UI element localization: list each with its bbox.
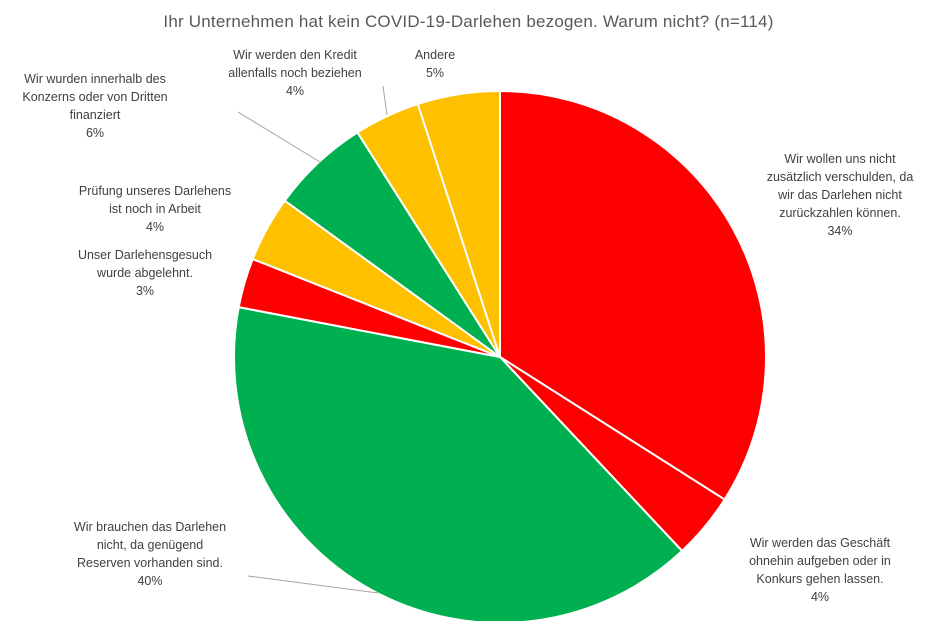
- slice-label-7: Wir werden den Kredit allenfalls noch be…: [180, 46, 410, 100]
- pie-slice-8: [416, 89, 501, 358]
- slice-label-5: Prüfung unseres Darlehens ist noch in Ar…: [40, 182, 270, 236]
- slice-label-8: Andere 5%: [320, 46, 550, 82]
- slice-label-1: Wir wollen uns nicht zusätzlich verschul…: [725, 150, 937, 240]
- slice-label-text: Wir wurden innerhalb des Konzerns oder v…: [22, 72, 168, 122]
- slice-percent: 4%: [285, 84, 305, 98]
- slice-percent: 4%: [145, 220, 165, 234]
- slice-percent: 5%: [425, 66, 445, 80]
- slice-percent: 40%: [137, 574, 163, 588]
- slice-label-3: Wir brauchen das Darlehen nicht, da genü…: [35, 518, 265, 590]
- slice-label-text: Prüfung unseres Darlehens ist noch in Ar…: [78, 184, 232, 216]
- pie-slice-3: [233, 305, 684, 621]
- leader-line-7: [382, 85, 388, 116]
- chart-title: Ihr Unternehmen hat kein COVID-19-Darleh…: [163, 12, 774, 31]
- slice-label-2: Wir werden das Geschäft ohnehin aufgeben…: [705, 534, 935, 606]
- slice-percent: 4%: [810, 590, 830, 604]
- pie-slice-1: [499, 89, 767, 501]
- slice-percent: 34%: [827, 224, 853, 238]
- leader-line-3: [247, 575, 379, 594]
- leader-line-6: [237, 111, 321, 163]
- slice-percent: 3%: [135, 284, 155, 298]
- slice-percent: 6%: [85, 126, 105, 140]
- slice-label-text: Wir werden das Geschäft ohnehin aufgeben…: [749, 536, 891, 586]
- slice-label-text: Wir brauchen das Darlehen nicht, da genü…: [73, 520, 227, 570]
- slice-label-4: Unser Darlehensgesuch wurde abgelehnt. 3%: [30, 246, 260, 300]
- slice-label-text: Unser Darlehensgesuch wurde abgelehnt.: [77, 248, 213, 280]
- slice-label-text: Wir wollen uns nicht zusätzlich verschul…: [766, 152, 914, 220]
- slice-label-text: Wir werden den Kredit allenfalls noch be…: [228, 48, 362, 80]
- slice-label-6: Wir wurden innerhalb des Konzerns oder v…: [0, 70, 210, 142]
- slice-label-text: Andere: [414, 48, 456, 62]
